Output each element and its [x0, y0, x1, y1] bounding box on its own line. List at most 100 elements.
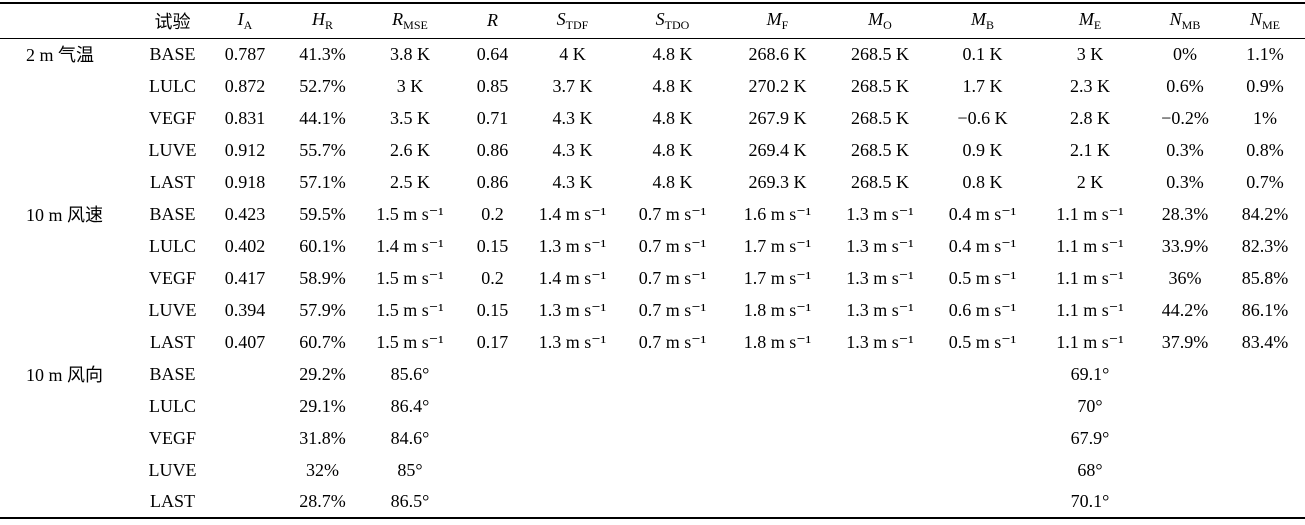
experiment-cell: LULC: [149, 75, 196, 96]
value-cell: 59.5%: [299, 203, 346, 224]
empty-cell: [620, 390, 725, 422]
value-cell: 57.9%: [299, 299, 346, 320]
header-cell: NME: [1225, 2, 1305, 39]
table-row: LAST 28.7% 86.5° 70.1°: [0, 486, 1305, 519]
group-cell: [0, 230, 140, 262]
empty-cell: [930, 390, 1035, 422]
value-cell: 1.1 m s⁻¹: [1056, 331, 1124, 352]
value-cell: 0.7 m s⁻¹: [638, 267, 707, 288]
group-cell: [0, 166, 140, 198]
empty-cell: [460, 390, 525, 422]
value-cell: 1.5 m s⁻¹: [376, 331, 444, 352]
value-cell: 0.15: [476, 299, 509, 320]
value-cell: 0.3%: [1166, 171, 1204, 192]
empty-cell: [830, 422, 930, 454]
value-cell: 0.787: [224, 43, 266, 64]
header-row: 试验 IA HR RMSE R STDF STDO MF MO MB ME NMB NME: [0, 2, 1305, 39]
value-cell: 86.1%: [1241, 299, 1289, 320]
table-row: VEGF 0.831 44.1% 3.5 K 0.71 4.3 K 4.8 K 267.9 K…: [0, 102, 1305, 134]
value-cell: 3 K: [1076, 43, 1104, 64]
value-cell: −0.6 K: [957, 107, 1008, 128]
header-cell: IA: [205, 2, 285, 39]
empty-cell: [460, 358, 525, 390]
header-symbol: M: [970, 8, 986, 29]
header-symbol: N: [1169, 8, 1182, 29]
empty-cell: [525, 486, 620, 519]
value-cell: 84.6°: [390, 427, 430, 448]
empty-cell: [525, 422, 620, 454]
value-cell: 0.6 m s⁻¹: [948, 299, 1017, 320]
value-cell: 4.3 K: [552, 139, 593, 160]
header-symbol: M: [868, 8, 884, 29]
value-cell: 0.7 m s⁻¹: [638, 203, 707, 224]
table-row: 10 m 风向 BASE 29.2% 85.6° 69.1°: [0, 358, 1305, 390]
value-cell: 0.912: [224, 139, 266, 160]
value-cell: 0.4 m s⁻¹: [948, 235, 1017, 256]
empty-cell: [930, 358, 1035, 390]
value-cell: 1.1 m s⁻¹: [1056, 267, 1124, 288]
value-cell: 3 K: [396, 75, 424, 96]
group-cell: [0, 262, 140, 294]
value-cell: 268.5 K: [851, 75, 909, 96]
value-cell: 1.4 m s⁻¹: [538, 203, 607, 224]
table-row: LAST 0.407 60.7% 1.5 m s⁻¹ 0.17 1.3 m s⁻¹ 0.7 …: [0, 326, 1305, 358]
empty-cell: [1145, 358, 1225, 390]
value-cell: 86.4°: [390, 395, 430, 416]
value-cell: 268.5 K: [851, 43, 909, 64]
header-symbol: S: [655, 8, 665, 29]
group-cell: [0, 102, 140, 134]
value-cell: 1.1 m s⁻¹: [1056, 203, 1124, 224]
value-cell: 1.3 m s⁻¹: [538, 299, 607, 320]
empty-cell: [1225, 422, 1305, 454]
value-cell: 70.1°: [1035, 486, 1145, 519]
value-cell: 0.2: [481, 203, 504, 224]
value-cell: 29.2%: [299, 363, 346, 384]
value-cell: 4.8 K: [652, 171, 693, 192]
value-cell: 67.9°: [1070, 427, 1110, 448]
value-cell: 68°: [1077, 459, 1103, 480]
value-cell: 0.407: [224, 331, 266, 352]
value-cell: 2.5 K: [390, 171, 430, 192]
value-cell: 0.64: [476, 43, 509, 64]
experiment-cell: LUVE: [148, 299, 197, 320]
header-subscript: R: [324, 17, 333, 32]
value-cell: 269.3 K: [748, 171, 807, 192]
header-cell: ME: [1035, 2, 1145, 39]
value-cell: 44.2%: [1161, 299, 1209, 320]
header-symbol: R: [487, 10, 498, 31]
value-cell: 0.5 m s⁻¹: [948, 331, 1017, 352]
empty-cell: [460, 422, 525, 454]
value-cell: 58.9%: [299, 267, 346, 288]
value-cell: 2.8 K: [1070, 107, 1110, 128]
value-cell: 44.1%: [299, 107, 346, 128]
empty-cell: [525, 390, 620, 422]
value-cell: 28.3%: [1161, 203, 1209, 224]
value-cell: 1.8 m s⁻¹: [743, 331, 812, 352]
value-cell: 85.8%: [1241, 267, 1289, 288]
value-cell: 0.7 m s⁻¹: [638, 235, 707, 256]
table-row: LULC 29.1% 86.4° 70°: [0, 390, 1305, 422]
value-cell: 1.3 m s⁻¹: [846, 235, 914, 256]
empty-cell: [725, 358, 830, 390]
value-cell: 268.5 K: [851, 171, 909, 192]
group-label: 2 m 气温: [26, 45, 95, 66]
value-cell: 31.8%: [299, 427, 346, 448]
table-row: LULC 0.872 52.7% 3 K 0.85 3.7 K 4.8 K 270.2 K 26…: [0, 70, 1305, 102]
value-cell: 85.6°: [390, 363, 430, 384]
header-cell: RMSE: [360, 2, 460, 39]
group-cell: [0, 70, 140, 102]
value-cell: 1.5 m s⁻¹: [376, 267, 444, 288]
value-cell: 36%: [1168, 267, 1202, 288]
group-cell: [0, 390, 140, 422]
header-symbol: S: [556, 8, 566, 29]
value-cell: 1.3 m s⁻¹: [846, 267, 914, 288]
header-cell: STDO: [620, 2, 725, 39]
value-cell: 4 K: [559, 43, 586, 64]
experiment-cell: LAST: [140, 486, 205, 519]
empty-cell: [830, 486, 930, 519]
value-cell: 0.872: [224, 75, 266, 96]
value-cell: 1.3 m s⁻¹: [846, 331, 914, 352]
table-row: VEGF 0.417 58.9% 1.5 m s⁻¹ 0.2 1.4 m s⁻¹ 0.7 m…: [0, 262, 1305, 294]
value-cell: 28.7%: [285, 486, 360, 519]
value-cell: 0.3%: [1166, 139, 1204, 160]
